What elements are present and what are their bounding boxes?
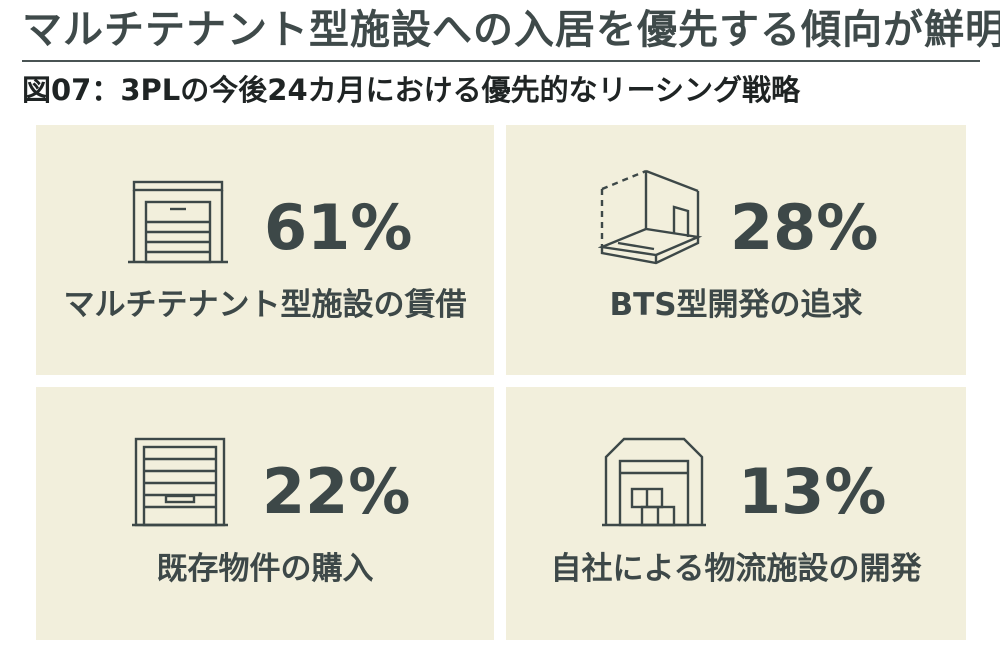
stat-label: 自社による物流施設の開発 [550, 551, 922, 587]
stat-value: 61% [264, 191, 413, 264]
warehouse-shutter-icon [128, 180, 228, 264]
build-to-suit-floor-icon [598, 167, 708, 267]
stat-label: マルチテナント型施設の賃借 [63, 287, 467, 323]
stat-value: 22% [262, 455, 411, 528]
stats-grid: 61% マルチテナント型施設の賃借 28% BTS型開発の追求 [36, 125, 966, 640]
loading-door-icon [132, 435, 228, 529]
logistics-facility-icon [602, 433, 706, 529]
headline-divider [22, 60, 980, 62]
stat-label: BTS型開発の追求 [609, 287, 863, 323]
stat-card-bts: 28% BTS型開発の追求 [506, 125, 966, 375]
page-headline: マルチテナント型施設への入居を優先する傾向が鮮明に [22, 7, 1000, 53]
stat-label: 既存物件の購入 [156, 551, 374, 587]
stat-value: 13% [738, 455, 887, 528]
stat-card-purchase: 22% 既存物件の購入 [36, 387, 494, 640]
stat-value: 28% [730, 191, 879, 264]
stat-card-multitenant: 61% マルチテナント型施設の賃借 [36, 125, 494, 375]
stat-card-own-development: 13% 自社による物流施設の開発 [506, 387, 966, 640]
figure-title: 図07：3PLの今後24カ月における優先的なリーシング戦略 [22, 73, 801, 107]
